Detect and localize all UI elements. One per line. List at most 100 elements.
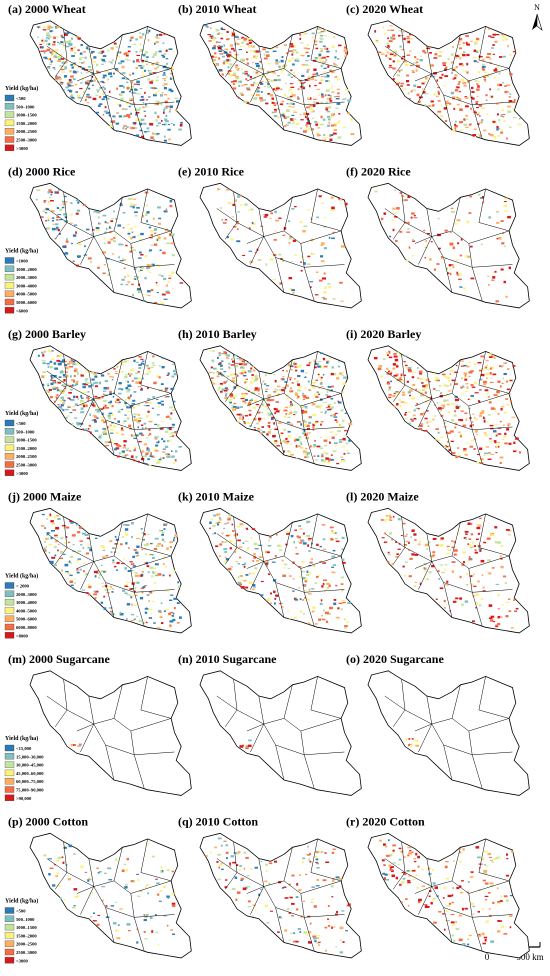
yield-patch xyxy=(288,912,292,914)
yield-patch xyxy=(281,389,285,392)
yield-patch xyxy=(286,397,290,400)
yield-patch xyxy=(69,385,73,387)
yield-patch xyxy=(328,118,331,121)
yield-patch xyxy=(299,33,302,36)
yield-patch xyxy=(70,37,74,40)
yield-patch xyxy=(492,33,497,36)
yield-patch xyxy=(257,259,262,261)
yield-patch xyxy=(451,540,454,542)
yield-patch xyxy=(494,424,498,426)
yield-patch xyxy=(275,219,279,222)
yield-patch xyxy=(126,447,130,449)
yield-patch xyxy=(166,291,171,294)
yield-patch xyxy=(491,366,495,369)
yield-patch xyxy=(139,88,143,90)
yield-patch xyxy=(433,388,436,390)
yield-patch xyxy=(124,404,127,407)
yield-patch xyxy=(453,414,457,417)
yield-patch xyxy=(294,206,297,208)
yield-patch xyxy=(336,911,339,914)
yield-patch xyxy=(125,869,129,872)
yield-patch xyxy=(285,370,288,373)
yield-patch xyxy=(147,398,151,401)
yield-patch xyxy=(253,50,256,53)
yield-patch xyxy=(302,394,306,397)
yield-patch xyxy=(462,424,467,427)
yield-patch xyxy=(133,83,138,86)
yield-patch xyxy=(317,127,321,129)
yield-patch xyxy=(435,114,438,116)
yield-patch xyxy=(464,600,469,603)
yield-patch xyxy=(311,75,315,77)
yield-patch xyxy=(410,418,413,421)
yield-patch xyxy=(154,92,158,95)
country-outline xyxy=(367,507,530,634)
yield-patch xyxy=(219,362,222,364)
yield-patch xyxy=(61,391,65,394)
yield-patch xyxy=(315,858,319,861)
yield-patch xyxy=(280,916,283,920)
yield-patch xyxy=(444,75,449,78)
yield-patch xyxy=(66,374,69,378)
yield-patch xyxy=(127,396,131,399)
yield-patch xyxy=(400,69,403,72)
legend-swatch xyxy=(4,144,15,151)
yield-patch xyxy=(496,445,499,448)
yield-patch xyxy=(75,231,77,234)
yield-patch xyxy=(245,586,249,589)
yield-patch xyxy=(295,552,299,555)
yield-patch xyxy=(120,398,122,400)
yield-patch xyxy=(311,542,313,545)
yield-patch xyxy=(149,123,154,126)
yield-patch xyxy=(69,389,73,391)
yield-patch xyxy=(86,228,90,231)
yield-patch xyxy=(243,100,248,104)
yield-patch xyxy=(155,545,160,548)
yield-patch xyxy=(300,269,303,272)
yield-patch xyxy=(56,216,60,219)
yield-patch xyxy=(47,58,50,60)
yield-patch xyxy=(162,451,166,453)
yield-patch xyxy=(332,132,337,135)
yield-patch xyxy=(135,456,138,459)
yield-patch xyxy=(472,905,476,908)
yield-patch xyxy=(487,852,492,856)
yield-patch xyxy=(173,607,176,610)
yield-patch xyxy=(95,94,99,97)
yield-patch xyxy=(132,249,137,251)
yield-patch xyxy=(333,416,338,418)
yield-patch xyxy=(424,246,428,248)
yield-patch xyxy=(423,570,427,572)
yield-patch xyxy=(476,523,479,526)
yield-patch xyxy=(313,68,317,72)
yield-patch xyxy=(149,454,152,456)
yield-patch xyxy=(432,869,434,872)
yield-patch xyxy=(465,390,469,392)
yield-patch xyxy=(219,543,223,546)
yield-patch xyxy=(122,422,125,424)
province-border xyxy=(471,104,483,139)
yield-patch xyxy=(155,914,157,916)
yield-patch xyxy=(270,79,273,82)
yield-patch xyxy=(303,931,307,934)
yield-patch xyxy=(132,565,136,567)
yield-patch xyxy=(126,274,130,277)
yield-patch xyxy=(403,361,406,363)
yield-patch xyxy=(437,55,442,57)
yield-patch xyxy=(86,537,90,540)
yield-patch xyxy=(487,53,492,55)
yield-patch xyxy=(292,118,297,120)
yield-patch xyxy=(302,584,307,587)
yield-patch xyxy=(157,627,161,629)
yield-patch xyxy=(496,211,499,213)
yield-patch xyxy=(446,403,450,406)
yield-patch xyxy=(500,114,503,117)
yield-patch xyxy=(497,623,501,626)
yield-patch xyxy=(399,230,403,233)
yield-patch xyxy=(457,83,460,85)
yield-patch xyxy=(141,59,144,63)
yield-patch xyxy=(61,58,65,60)
yield-patch xyxy=(220,390,223,393)
yield-patch xyxy=(66,415,71,417)
yield-patch xyxy=(238,546,243,548)
